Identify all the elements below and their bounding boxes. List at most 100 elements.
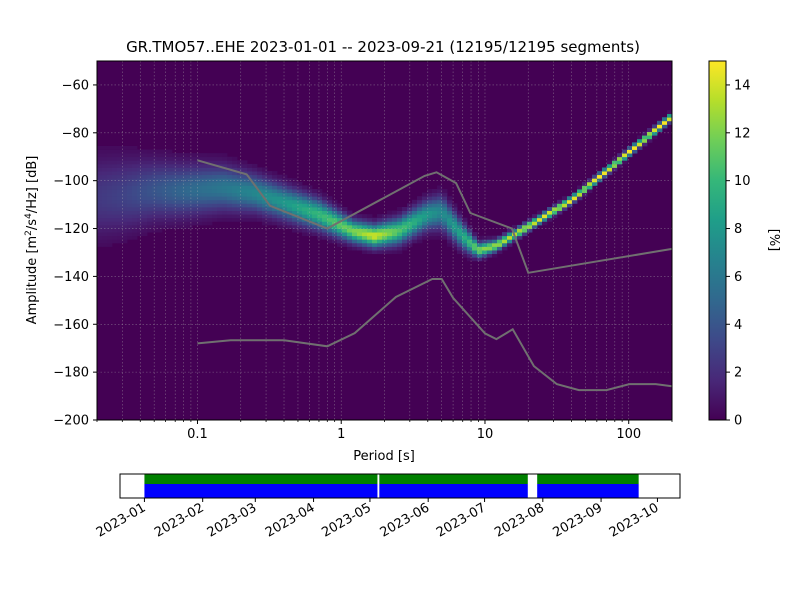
heatmap-cell	[182, 171, 188, 176]
heatmap-cell	[372, 242, 378, 247]
heatmap-cell	[162, 181, 168, 186]
x-axis-ticks: 0.1 1 10 100	[96, 420, 673, 442]
heatmap-cell	[462, 246, 468, 251]
heatmap-cell	[207, 196, 213, 201]
heatmap-cell	[112, 221, 118, 226]
heatmap-cell	[142, 203, 148, 208]
heatmap-cell	[317, 203, 323, 208]
y-axis-label: Amplitude [m2/s4/Hz] [dB]	[24, 156, 40, 325]
heatmap-cell	[197, 189, 203, 194]
timeline-tick-label: 2023-05	[319, 500, 374, 540]
heatmap-cell	[467, 250, 473, 255]
heatmap-cell	[207, 185, 213, 190]
heatmap-cell	[412, 235, 418, 240]
heatmap-cell	[307, 214, 313, 219]
heatmap-cell	[127, 203, 133, 208]
heatmap-cell	[442, 203, 448, 208]
heatmap-cell	[312, 206, 318, 211]
heatmap-cell	[362, 239, 368, 244]
heatmap-cell	[132, 189, 138, 194]
heatmap-cell	[272, 178, 278, 183]
heatmap-cell	[472, 257, 478, 262]
heatmap-cell	[602, 171, 608, 176]
heatmap-cell	[137, 174, 143, 179]
heatmap-cell	[157, 149, 163, 154]
heatmap-cell	[257, 196, 263, 201]
heatmap-cell	[372, 232, 378, 237]
heatmap-cell	[227, 178, 233, 183]
heatmap-cell	[322, 196, 328, 201]
heatmap-cell	[297, 199, 303, 204]
heatmap-cell	[397, 214, 403, 219]
heatmap-cell	[202, 156, 208, 161]
heatmap-cell	[327, 203, 333, 208]
heatmap-cell	[447, 242, 453, 247]
heatmap-cell	[467, 253, 473, 258]
heatmap-cell	[227, 181, 233, 186]
heatmap-cell	[237, 178, 243, 183]
heatmap-cell	[437, 217, 443, 222]
heatmap-cell	[412, 206, 418, 211]
heatmap-cell	[352, 246, 358, 251]
heatmap-cell	[177, 174, 183, 179]
heatmap-cell	[237, 189, 243, 194]
heatmap-cell	[292, 228, 298, 233]
heatmap-cell	[197, 192, 203, 197]
heatmap-cell	[607, 160, 613, 165]
heatmap-cell	[447, 228, 453, 233]
heatmap-cell	[152, 171, 158, 176]
heatmap-cell	[102, 153, 108, 158]
heatmap-cell	[202, 192, 208, 197]
heatmap-cell	[157, 181, 163, 186]
heatmap-cell	[457, 228, 463, 233]
heatmap-cell	[127, 228, 133, 233]
heatmap-cell	[462, 224, 468, 229]
heatmap-cell	[577, 192, 583, 197]
heatmap-cell	[357, 235, 363, 240]
heatmap-cell	[497, 250, 503, 255]
heatmap-cell	[102, 160, 108, 165]
heatmap-cell	[492, 239, 498, 244]
heatmap-cell	[192, 203, 198, 208]
heatmap-cell	[102, 232, 108, 237]
heatmap-cell	[477, 242, 483, 247]
heatmap-cell	[147, 167, 153, 172]
heatmap-cell	[217, 174, 223, 179]
heatmap-cell	[382, 246, 388, 251]
heatmap-cell	[452, 217, 458, 222]
heatmap-cell	[637, 135, 643, 140]
heatmap-cell	[342, 228, 348, 233]
heatmap-cell	[132, 181, 138, 186]
heatmap-cell	[182, 189, 188, 194]
heatmap-cell	[357, 232, 363, 237]
heatmap-cell	[242, 206, 248, 211]
heatmap-cell	[562, 203, 568, 208]
heatmap-cell	[117, 217, 123, 222]
heatmap-cell	[102, 210, 108, 215]
heatmap-cell	[382, 242, 388, 247]
heatmap-cell	[382, 235, 388, 240]
heatmap-cell	[357, 221, 363, 226]
heatmap-cell	[112, 156, 118, 161]
heatmap-cell	[97, 235, 103, 240]
heatmap-cell	[252, 192, 258, 197]
heatmap-cell	[167, 214, 173, 219]
heatmap-cell	[187, 181, 193, 186]
heatmap-cell	[287, 203, 293, 208]
heatmap-cell	[197, 156, 203, 161]
heatmap-cell	[207, 174, 213, 179]
heatmap-cell	[547, 210, 553, 215]
heatmap-cell	[132, 210, 138, 215]
heatmap-cell	[137, 232, 143, 237]
heatmap-cell	[137, 160, 143, 165]
heatmap-cell	[452, 246, 458, 251]
heatmap-cell	[357, 224, 363, 229]
heatmap-cell	[602, 174, 608, 179]
y-axis-ticks: −60 −80 −100 −120 −140 −160 −180 −200	[53, 78, 97, 429]
heatmap-cell	[247, 203, 253, 208]
heatmap-cell	[552, 206, 558, 211]
heatmap-cell	[302, 189, 308, 194]
heatmap-cell	[387, 232, 393, 237]
heatmap-cell	[137, 181, 143, 186]
heatmap-cell	[452, 214, 458, 219]
